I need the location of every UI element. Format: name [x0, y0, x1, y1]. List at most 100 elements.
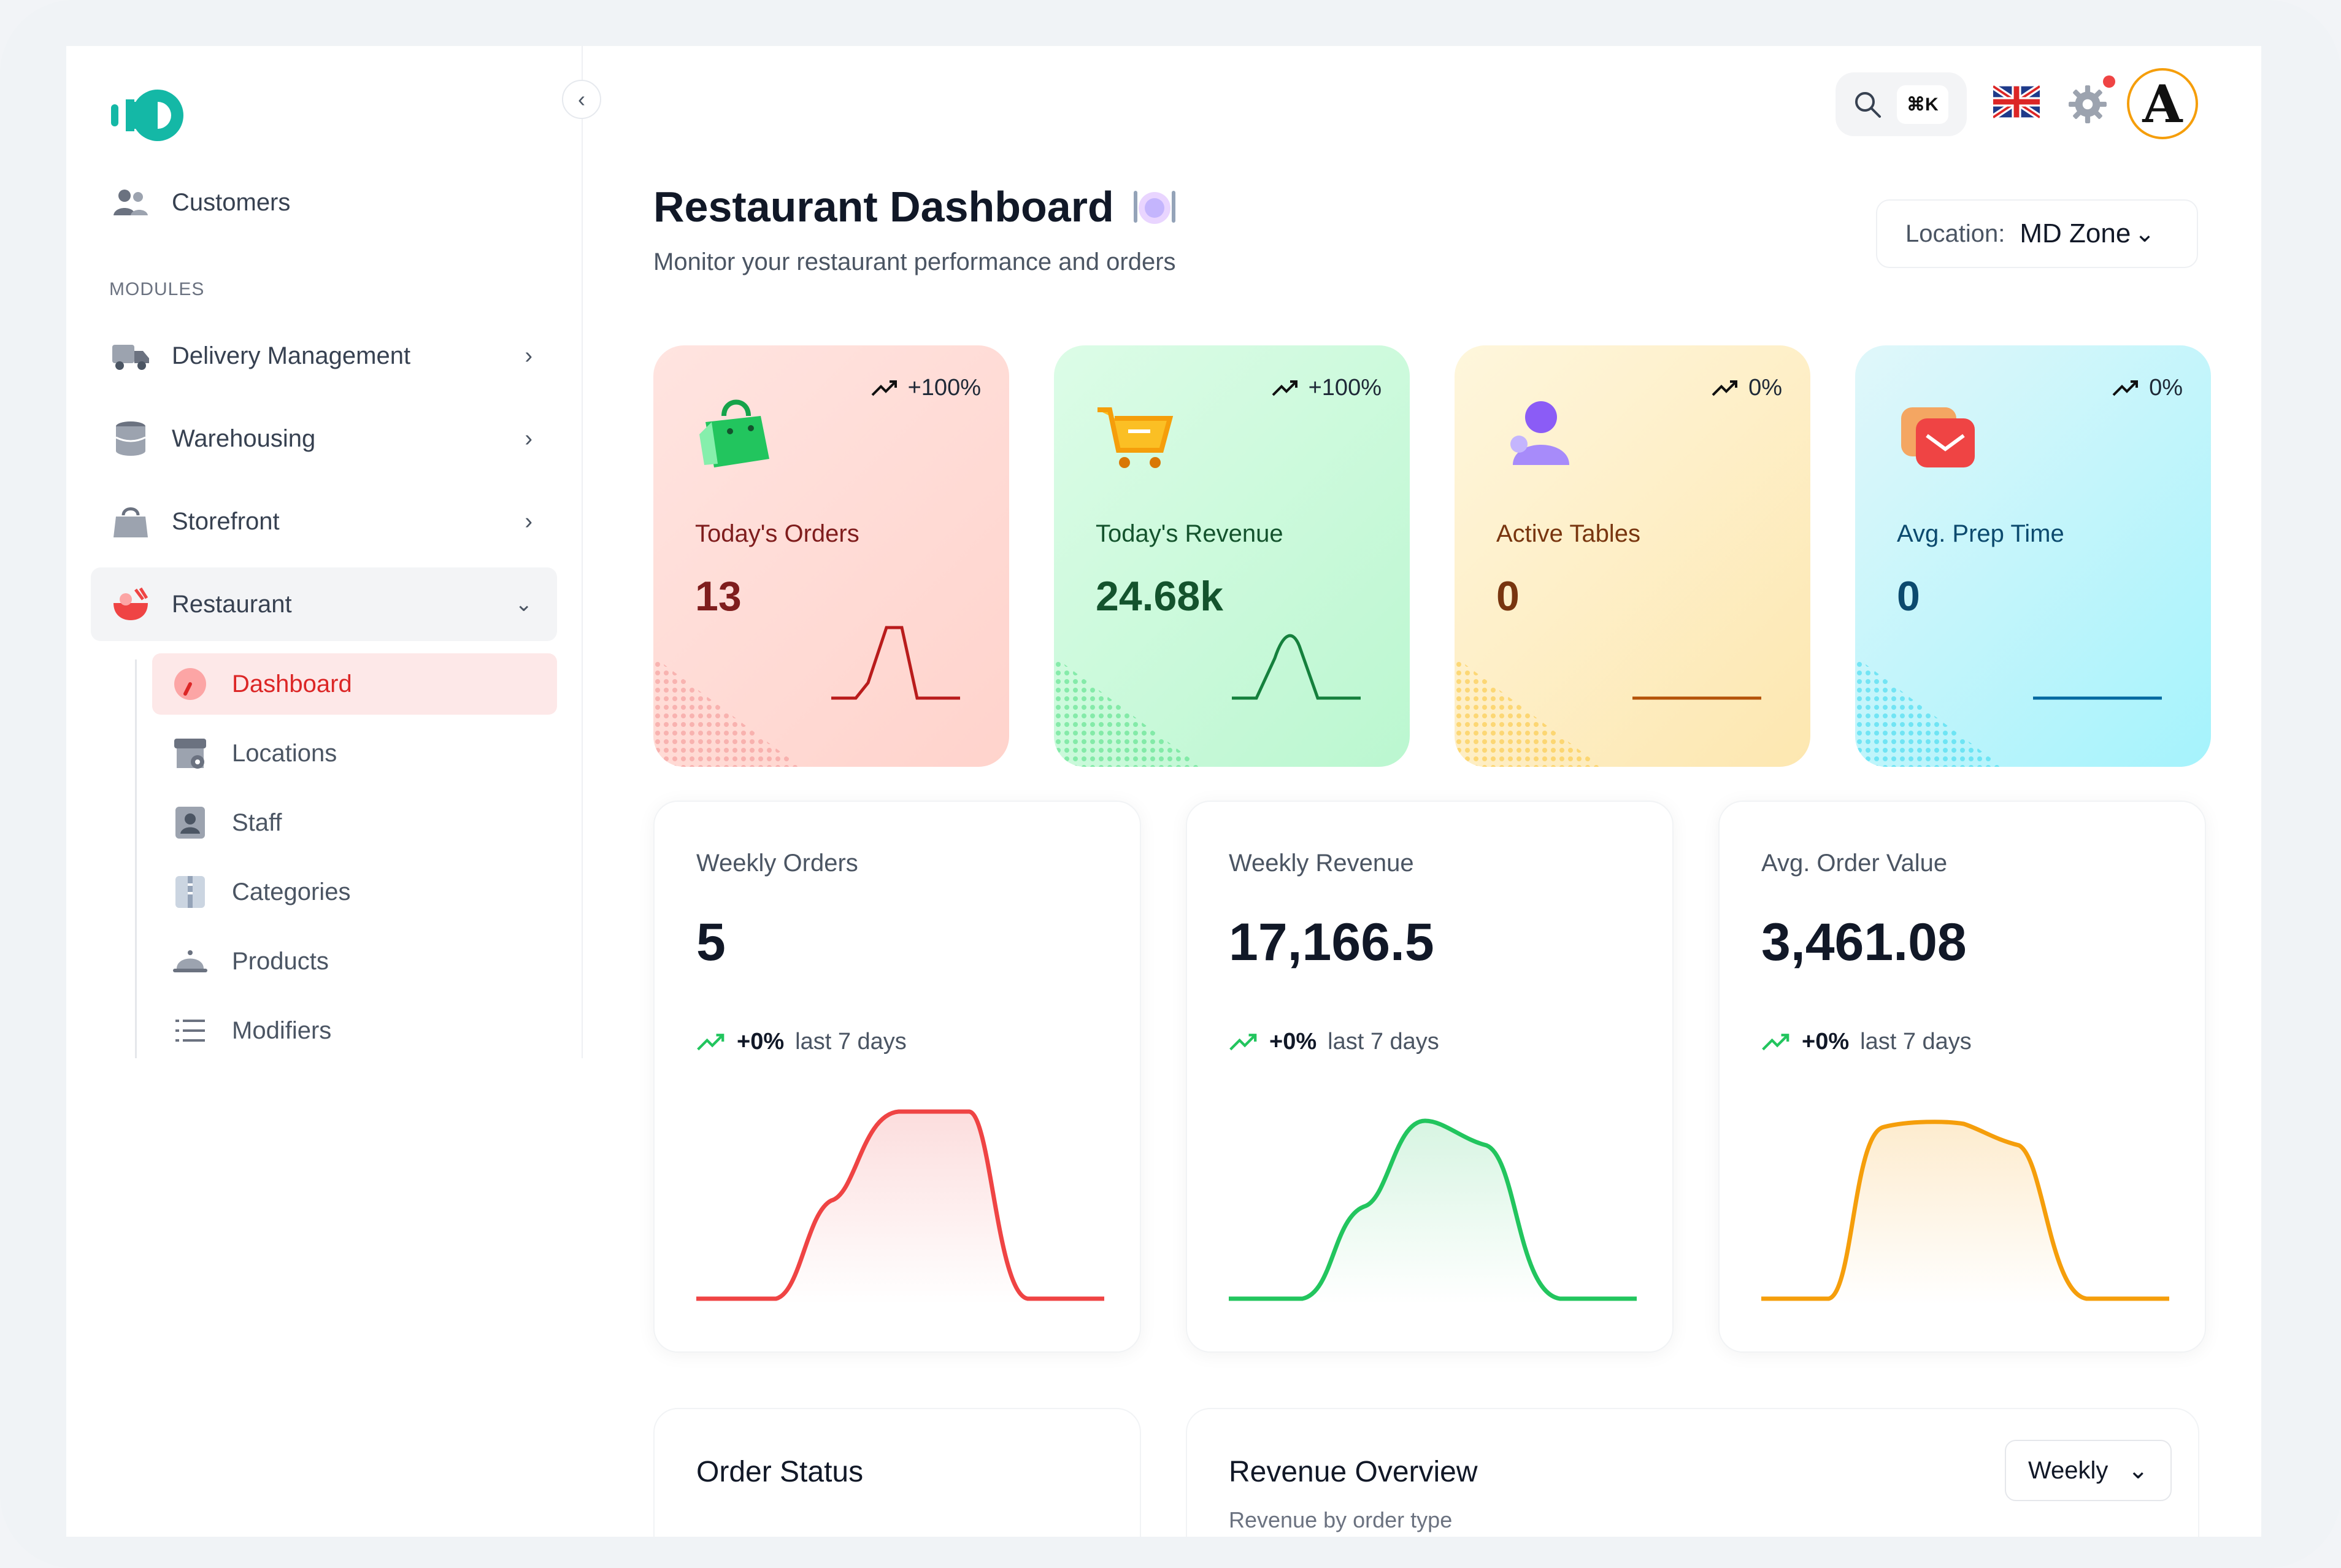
trend-line: +0% last 7 days [1761, 1029, 1972, 1055]
database-icon [109, 417, 152, 460]
stat-label: Today's Revenue [1096, 520, 1283, 547]
modules-heading: MODULES [109, 279, 205, 299]
sidebar-item-label: Customers [172, 188, 291, 216]
sidebar-subitem-label: Categories [232, 878, 351, 905]
sidebar-item-customers[interactable]: Customers [91, 166, 557, 239]
avatar[interactable]: A [2127, 68, 2198, 139]
change-badge: +100% [871, 375, 981, 401]
order-status-card: Order Status [653, 1408, 1141, 1537]
stat-value: 24.68k [1096, 573, 1223, 620]
sidebar-subitem-staff[interactable]: Staff [152, 792, 557, 853]
person-badge-icon [171, 803, 210, 842]
dotted-pattern [1054, 656, 1201, 767]
uk-flag-icon[interactable] [1993, 83, 2040, 121]
change-badge: +100% [1272, 375, 1382, 401]
shopping-bag-icon [109, 500, 152, 543]
sidebar-subitem-products[interactable]: Products [152, 931, 557, 992]
sidebar-item-label: Warehousing [172, 425, 316, 452]
sidebar-item-label: Restaurant [172, 590, 292, 618]
change-badge: 0% [1712, 375, 1782, 401]
card-value: 3,461.08 [1761, 913, 1967, 972]
trend-line: +0% last 7 days [1229, 1029, 1439, 1055]
chevron-right-icon: › [525, 425, 532, 452]
users-icon [109, 181, 152, 224]
sparkline [1632, 696, 1761, 700]
stat-label: Avg. Prep Time [1897, 520, 2064, 547]
weekly-revenue-card[interactable]: Weekly Revenue 17,166.5 +0% last 7 days [1186, 801, 1674, 1353]
sidebar-subitem-label: Products [232, 947, 329, 975]
card-title: Revenue Overview [1229, 1456, 1478, 1488]
sparkline [2033, 696, 2162, 700]
gear-icon[interactable] [2067, 84, 2108, 125]
location-selector[interactable]: Location: MD Zone ⌄ [1876, 199, 2198, 268]
card-label: Weekly Revenue [1229, 850, 1414, 877]
avg-order-value-card[interactable]: Avg. Order Value 3,461.08 +0% last 7 days [1718, 801, 2206, 1353]
dotted-pattern [1855, 656, 2002, 767]
stat-card-todays-orders[interactable]: +100% Today's Orders 13 [653, 345, 1009, 767]
sidebar-item-delivery-management[interactable]: Delivery Management › [91, 319, 557, 393]
sparkline [1232, 634, 1361, 700]
list-icon [171, 1011, 210, 1050]
trend-up-icon [871, 380, 897, 396]
page-subtitle: Monitor your restaurant performance and … [653, 248, 1176, 275]
plate-cutlery-icon [1133, 191, 1175, 224]
trend-up-icon [1229, 1033, 1257, 1050]
change-badge: 0% [2112, 375, 2183, 401]
weekly-orders-card[interactable]: Weekly Orders 5 +0% last 7 days [653, 801, 1141, 1353]
sidebar-divider [582, 46, 583, 1058]
submenu-tree-line [135, 659, 137, 1058]
stat-value: 0 [1897, 573, 1920, 620]
location-value: MD Zone [2020, 218, 2131, 248]
sidebar-subitem-categories[interactable]: Categories [152, 861, 557, 923]
sidebar-subitem-modifiers[interactable]: Modifiers [152, 1000, 557, 1061]
sidebar-subitem-label: Locations [232, 739, 337, 767]
collapse-sidebar-button[interactable]: ‹ [562, 80, 601, 119]
trend-up-icon [1272, 380, 1297, 396]
notification-dot [2103, 75, 2115, 88]
period-select[interactable]: Weekly ⌄ [2005, 1440, 2172, 1501]
stat-value: 0 [1496, 573, 1520, 620]
sidebar-item-warehousing[interactable]: Warehousing › [91, 402, 557, 475]
sidebar-subitem-dashboard[interactable]: Dashboard [152, 653, 557, 715]
stat-value: 13 [695, 573, 742, 620]
weekly-orders-chart [696, 1109, 1104, 1305]
sidebar-item-restaurant[interactable]: Restaurant ⌄ [91, 567, 557, 641]
search-icon [1855, 92, 1881, 118]
stat-card-active-tables[interactable]: 0% Active Tables 0 [1455, 345, 1810, 767]
sidebar-item-storefront[interactable]: Storefront › [91, 485, 557, 558]
chevron-right-icon: › [525, 342, 532, 369]
dotted-pattern [1455, 656, 1602, 767]
sidebar-subitem-label: Staff [232, 809, 282, 836]
card-label: Avg. Order Value [1761, 850, 1948, 877]
trend-up-icon [697, 1033, 725, 1050]
dotted-pattern [653, 656, 801, 767]
avg-order-value-chart [1761, 1120, 2169, 1305]
user-icon [1510, 401, 1569, 465]
sparkline [831, 626, 960, 700]
stat-label: Active Tables [1496, 520, 1640, 547]
gauge-icon [171, 664, 210, 704]
sidebar-subitem-label: Dashboard [232, 670, 352, 698]
chevron-right-icon: › [525, 508, 532, 534]
card-subtitle: Revenue by order type [1229, 1507, 1453, 1532]
sidebar-subitem-locations[interactable]: Locations [152, 723, 557, 784]
truck-icon [109, 334, 152, 377]
stat-label: Today's Orders [695, 520, 859, 547]
chevron-down-icon: ⌄ [2128, 1457, 2148, 1484]
trend-up-icon [1762, 1033, 1789, 1050]
chevron-down-icon: ⌄ [515, 593, 533, 616]
weekly-revenue-chart [1229, 1118, 1637, 1305]
sidebar-subitem-label: Modifiers [232, 1017, 332, 1044]
location-label: Location: [1905, 220, 2005, 247]
card-title: Order Status [696, 1456, 864, 1488]
stat-card-todays-revenue[interactable]: +100% Today's Revenue 24.68k [1054, 345, 1410, 767]
card-value: 17,166.5 [1229, 913, 1434, 972]
search-button[interactable]: ⌘K [1836, 72, 1967, 136]
stat-card-avg-prep-time[interactable]: 0% Avg. Prep Time 0 [1855, 345, 2211, 767]
restaurant-icon [109, 583, 152, 626]
sidebar-item-label: Storefront [172, 507, 280, 535]
folder-icon [171, 872, 210, 912]
trend-up-icon [2112, 380, 2139, 396]
store-icon [171, 734, 210, 773]
